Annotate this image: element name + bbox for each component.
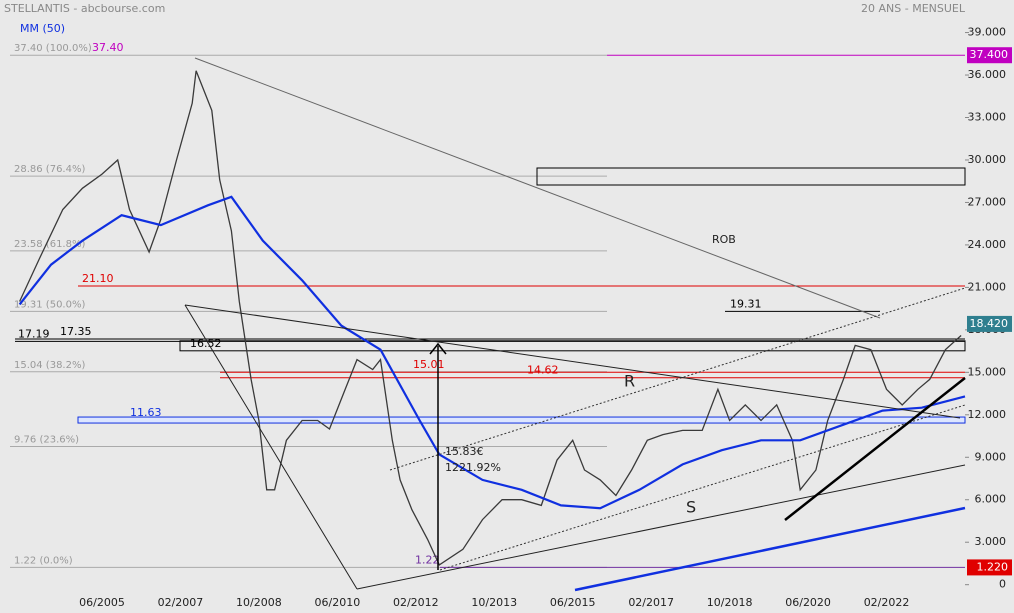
level-label: 21.10 [82, 272, 114, 285]
y-tick-label: 12.000 [968, 408, 1007, 421]
arrow-head [429, 342, 447, 355]
support-line [784, 377, 966, 521]
x-tick-label: 02/2017 [628, 596, 674, 609]
plot: 03.0006.0009.00012.00015.00018.00021.000… [10, 26, 1012, 609]
fib-label: 19.31 (50.0%) [14, 299, 85, 310]
level-label: 11.63 [130, 406, 162, 419]
zone-box [536, 167, 966, 186]
x-tick-label: 02/2022 [864, 596, 910, 609]
moving-average [18, 195, 966, 510]
level-label: 15.01 [413, 358, 445, 371]
price-tag-label: 18.420 [970, 317, 1009, 330]
annotation: 1221.92% [445, 461, 501, 474]
x-tick-label: 06/2005 [79, 596, 125, 609]
indicator-label: MM (50) [20, 22, 65, 35]
price-tag-label: 1.220 [977, 560, 1009, 573]
trendlines [184, 57, 966, 592]
y-tick-label: 6.000 [975, 493, 1007, 506]
price-tag-label: 37.400 [970, 48, 1009, 61]
level-box [77, 416, 966, 424]
price-tag [967, 47, 1012, 64]
title: STELLANTIS - abcbourse.com [4, 2, 165, 15]
fib-label: 15.04 (38.2%) [14, 360, 85, 371]
x-tick-label: 10/2018 [707, 596, 753, 609]
trendline [194, 57, 881, 319]
x-tick-label: 06/2010 [315, 596, 361, 609]
trendline [184, 304, 961, 419]
annotation: R [624, 372, 635, 391]
x-tick-label: 06/2015 [550, 596, 596, 609]
y-tick-label: 36.000 [968, 68, 1007, 81]
x-tick-label: 10/2013 [471, 596, 517, 609]
fib-label: 23.58 (61.8%) [14, 239, 85, 250]
fib-label: 1.22 (0.0%) [14, 555, 73, 566]
level-label: 1.22 [415, 553, 440, 566]
y-tick-label: 21.000 [968, 280, 1007, 293]
x-tick-label: 02/2012 [393, 596, 439, 609]
channel-line [389, 287, 966, 471]
annotation: ROB [712, 233, 736, 246]
level-label: 17.35 [60, 325, 92, 338]
level-label: 14.62 [527, 364, 559, 377]
price-tag [967, 559, 1012, 576]
x-tick-label: 06/2020 [785, 596, 831, 609]
level-label: 19.31 [730, 297, 762, 310]
y-tick-label: 24.000 [968, 238, 1007, 251]
support-line [574, 506, 966, 592]
level-box [179, 340, 966, 352]
fib-label: 37.40 (100.0%) [14, 43, 92, 54]
level-label: 17.19 [18, 327, 50, 340]
y-tick-label: 33.000 [968, 111, 1007, 124]
y-tick-label: 15.000 [968, 365, 1007, 378]
fib-label: 28.86 (76.4%) [14, 164, 85, 175]
y-tick-label: 27.000 [968, 195, 1007, 208]
trendline [356, 464, 966, 590]
x-tick-label: 10/2008 [236, 596, 282, 609]
x-tick-label: 02/2007 [158, 596, 204, 609]
price-line [19, 70, 962, 566]
period-label: 20 ANS - MENSUEL [861, 2, 966, 15]
y-tick-label: 9.000 [975, 450, 1007, 463]
price-tag [967, 315, 1012, 332]
level-label: 16.52 [190, 337, 222, 350]
y-tick-label: 30.000 [968, 153, 1007, 166]
y-tick-label: 3.000 [975, 535, 1007, 548]
annotation: 15.83€ [445, 445, 484, 458]
y-tick-label: 0 [999, 578, 1006, 591]
y-tick-label: 39.000 [968, 26, 1007, 39]
fib-label: 9.76 (23.6%) [14, 435, 79, 446]
level-label: 37.40 [92, 41, 124, 54]
annotation: S [686, 498, 696, 517]
trendline [184, 304, 358, 590]
